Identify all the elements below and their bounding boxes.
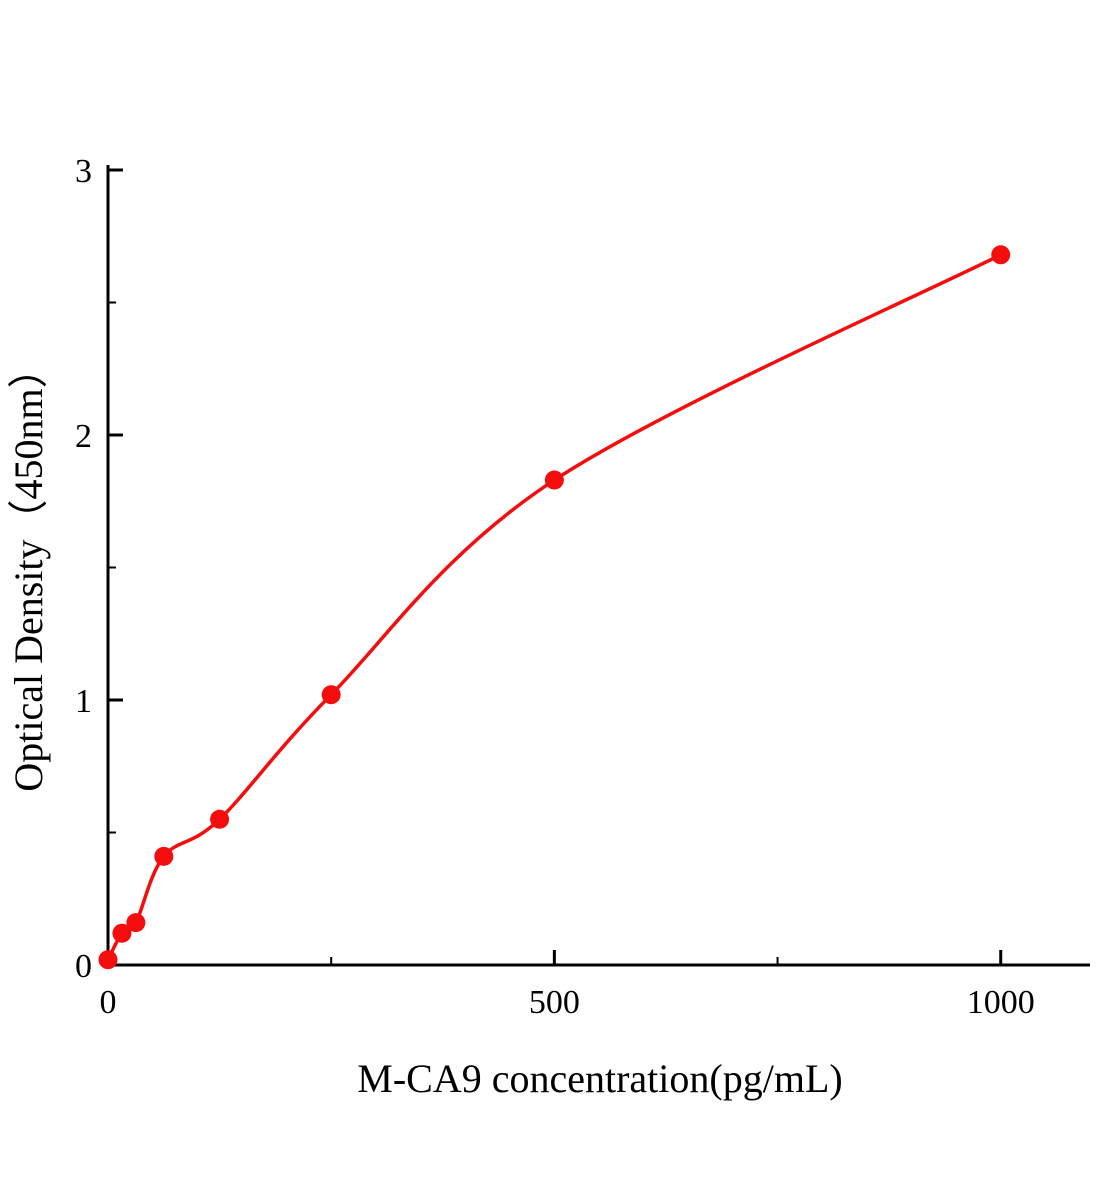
svg-text:1: 1: [75, 683, 92, 720]
data-point: [544, 470, 564, 490]
data-points: [98, 245, 1011, 970]
data-point: [154, 846, 174, 866]
y-axis-title: Optical Density（450nm）: [6, 348, 51, 791]
tick-labels: 0 500 1000 0 1 2 3: [75, 153, 1035, 1021]
svg-text:2: 2: [75, 418, 92, 455]
data-point: [210, 809, 230, 829]
data-point: [98, 950, 118, 970]
svg-text:3: 3: [75, 153, 92, 190]
svg-text:0: 0: [100, 984, 117, 1021]
data-point: [991, 245, 1011, 265]
x-axis-title: M-CA9 concentration(pg/mL): [357, 1056, 842, 1101]
svg-text:500: 500: [529, 984, 580, 1021]
fit-curve: [106, 253, 1003, 962]
svg-text:0: 0: [75, 948, 92, 985]
data-point: [126, 913, 146, 933]
axes: [106, 165, 1090, 967]
svg-text:1000: 1000: [967, 984, 1035, 1021]
ticks: [106, 168, 1003, 967]
data-point: [112, 923, 132, 943]
data-point: [321, 685, 341, 705]
